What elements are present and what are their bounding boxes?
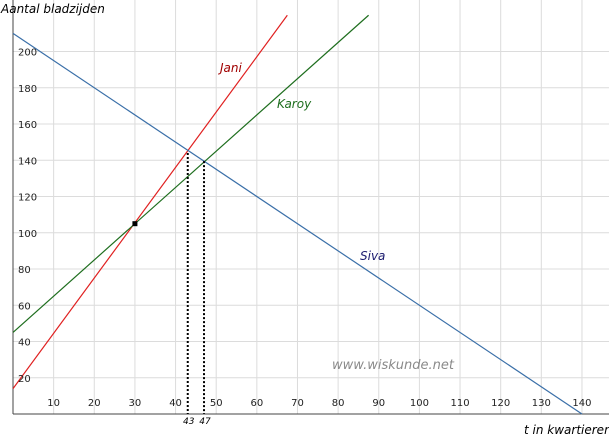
x-tick-label: 110: [450, 398, 469, 409]
x-tick-label: 60: [250, 398, 263, 409]
y-tick-label: 20: [18, 374, 31, 385]
y-tick-label: 60: [18, 301, 31, 312]
y-tick-label: 140: [18, 156, 37, 167]
reference-lines: 43 47: [132, 153, 211, 427]
y-tick-label: 160: [18, 120, 37, 131]
x-tick-label: 130: [532, 398, 551, 409]
watermark: www.wiskunde.net: [332, 358, 455, 373]
y-tick-label: 200: [18, 48, 37, 59]
x-tick-label: 30: [129, 398, 142, 409]
x-tick-label: 140: [572, 398, 591, 409]
x-tick-label: 20: [88, 398, 101, 409]
series-labels: Jani Karoy Siva: [218, 61, 385, 263]
tick-labels: 10 20 30 40 50 60 70 80 90 100 110 120 130 140 20 40 60 8…: [18, 48, 592, 410]
x-tick-label: 70: [291, 398, 304, 409]
y-tick-label: 100: [18, 229, 37, 240]
x-tick-label: 10: [47, 398, 60, 409]
x-tick-label: 120: [491, 398, 510, 409]
x-tick-label: 90: [372, 398, 385, 409]
intersection-point: [132, 221, 138, 227]
series-label-karoy: Karoy: [277, 97, 312, 111]
series-line-jani: [12, 14, 288, 389]
grid: [13, 0, 609, 414]
x-tick-label: 80: [332, 398, 345, 409]
series-label-jani: Jani: [218, 61, 242, 75]
y-tick-label: 80: [18, 265, 31, 276]
series-line-siva: [12, 32, 583, 415]
y-axis-label: Aantal bladzijden: [0, 2, 105, 16]
x-tick-label: 50: [210, 398, 223, 409]
y-tick-label: 120: [18, 193, 37, 204]
x-axis-label: t in kwartieren: [524, 423, 609, 437]
x-tick-label: 100: [410, 398, 429, 409]
series-lines: [12, 14, 583, 415]
y-tick-label: 40: [18, 338, 31, 349]
series-label-siva: Siva: [360, 249, 385, 263]
y-tick-label: 180: [18, 84, 37, 95]
reference-label: 43: [183, 417, 195, 427]
reference-label: 47: [199, 417, 211, 427]
series-line-karoy: [12, 14, 369, 333]
axes: [12, 0, 609, 415]
x-tick-label: 40: [169, 398, 182, 409]
